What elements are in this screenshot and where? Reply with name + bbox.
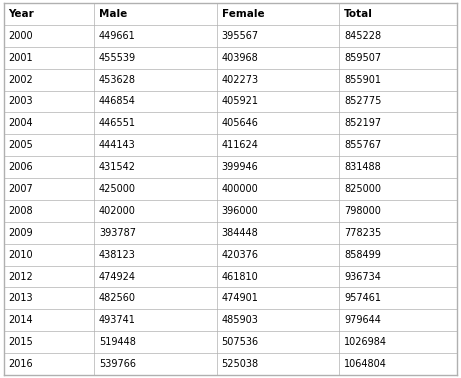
Text: 420376: 420376 <box>221 249 259 260</box>
Text: 2006: 2006 <box>8 162 33 172</box>
Text: 396000: 396000 <box>221 206 258 216</box>
Text: 2001: 2001 <box>8 53 33 63</box>
Text: 2000: 2000 <box>8 31 33 41</box>
Text: 453628: 453628 <box>99 74 136 85</box>
Text: 852197: 852197 <box>344 118 381 129</box>
Text: 400000: 400000 <box>221 184 258 194</box>
Text: 855901: 855901 <box>344 74 381 85</box>
Text: 825000: 825000 <box>344 184 381 194</box>
Text: 493741: 493741 <box>99 315 136 325</box>
Text: 405646: 405646 <box>221 118 258 129</box>
Text: 859507: 859507 <box>344 53 381 63</box>
Text: 519448: 519448 <box>99 337 136 347</box>
Text: 2010: 2010 <box>8 249 33 260</box>
Text: 399946: 399946 <box>221 162 258 172</box>
Text: 979644: 979644 <box>344 315 381 325</box>
Text: 2012: 2012 <box>8 271 33 282</box>
Text: 507536: 507536 <box>221 337 259 347</box>
Text: 446551: 446551 <box>99 118 136 129</box>
Text: 2009: 2009 <box>8 228 33 238</box>
Text: 402273: 402273 <box>221 74 259 85</box>
Text: 449661: 449661 <box>99 31 136 41</box>
Text: 444143: 444143 <box>99 140 136 150</box>
Text: Male: Male <box>99 9 127 19</box>
Text: 2013: 2013 <box>8 293 33 304</box>
Text: 798000: 798000 <box>344 206 381 216</box>
Text: 393787: 393787 <box>99 228 136 238</box>
Text: 2004: 2004 <box>8 118 33 129</box>
Text: 474901: 474901 <box>221 293 258 304</box>
Text: 2007: 2007 <box>8 184 33 194</box>
Text: 2008: 2008 <box>8 206 33 216</box>
Text: 1026984: 1026984 <box>344 337 387 347</box>
Text: 831488: 831488 <box>344 162 381 172</box>
Text: 936734: 936734 <box>344 271 381 282</box>
Text: Total: Total <box>344 9 373 19</box>
Text: 431542: 431542 <box>99 162 136 172</box>
Text: 438123: 438123 <box>99 249 136 260</box>
Text: 845228: 845228 <box>344 31 381 41</box>
Text: 858499: 858499 <box>344 249 381 260</box>
Text: 1064804: 1064804 <box>344 359 387 369</box>
Text: Year: Year <box>8 9 34 19</box>
Text: 539766: 539766 <box>99 359 136 369</box>
Text: 425000: 425000 <box>99 184 136 194</box>
Text: 474924: 474924 <box>99 271 136 282</box>
Text: 855767: 855767 <box>344 140 381 150</box>
Text: 957461: 957461 <box>344 293 381 304</box>
Text: 485903: 485903 <box>221 315 258 325</box>
Text: 384448: 384448 <box>221 228 258 238</box>
Text: 852775: 852775 <box>344 96 381 107</box>
Text: 461810: 461810 <box>221 271 258 282</box>
Text: 2015: 2015 <box>8 337 33 347</box>
Text: 446854: 446854 <box>99 96 136 107</box>
Text: 525038: 525038 <box>221 359 259 369</box>
Text: 482560: 482560 <box>99 293 136 304</box>
Text: 2016: 2016 <box>8 359 33 369</box>
Text: 2005: 2005 <box>8 140 33 150</box>
Text: 2002: 2002 <box>8 74 33 85</box>
Text: 778235: 778235 <box>344 228 381 238</box>
Text: 455539: 455539 <box>99 53 136 63</box>
Text: 2003: 2003 <box>8 96 33 107</box>
Text: 411624: 411624 <box>221 140 258 150</box>
Text: 395567: 395567 <box>221 31 259 41</box>
Text: 2014: 2014 <box>8 315 33 325</box>
Text: 405921: 405921 <box>221 96 259 107</box>
Text: Female: Female <box>221 9 264 19</box>
Text: 402000: 402000 <box>99 206 136 216</box>
Text: 403968: 403968 <box>221 53 258 63</box>
